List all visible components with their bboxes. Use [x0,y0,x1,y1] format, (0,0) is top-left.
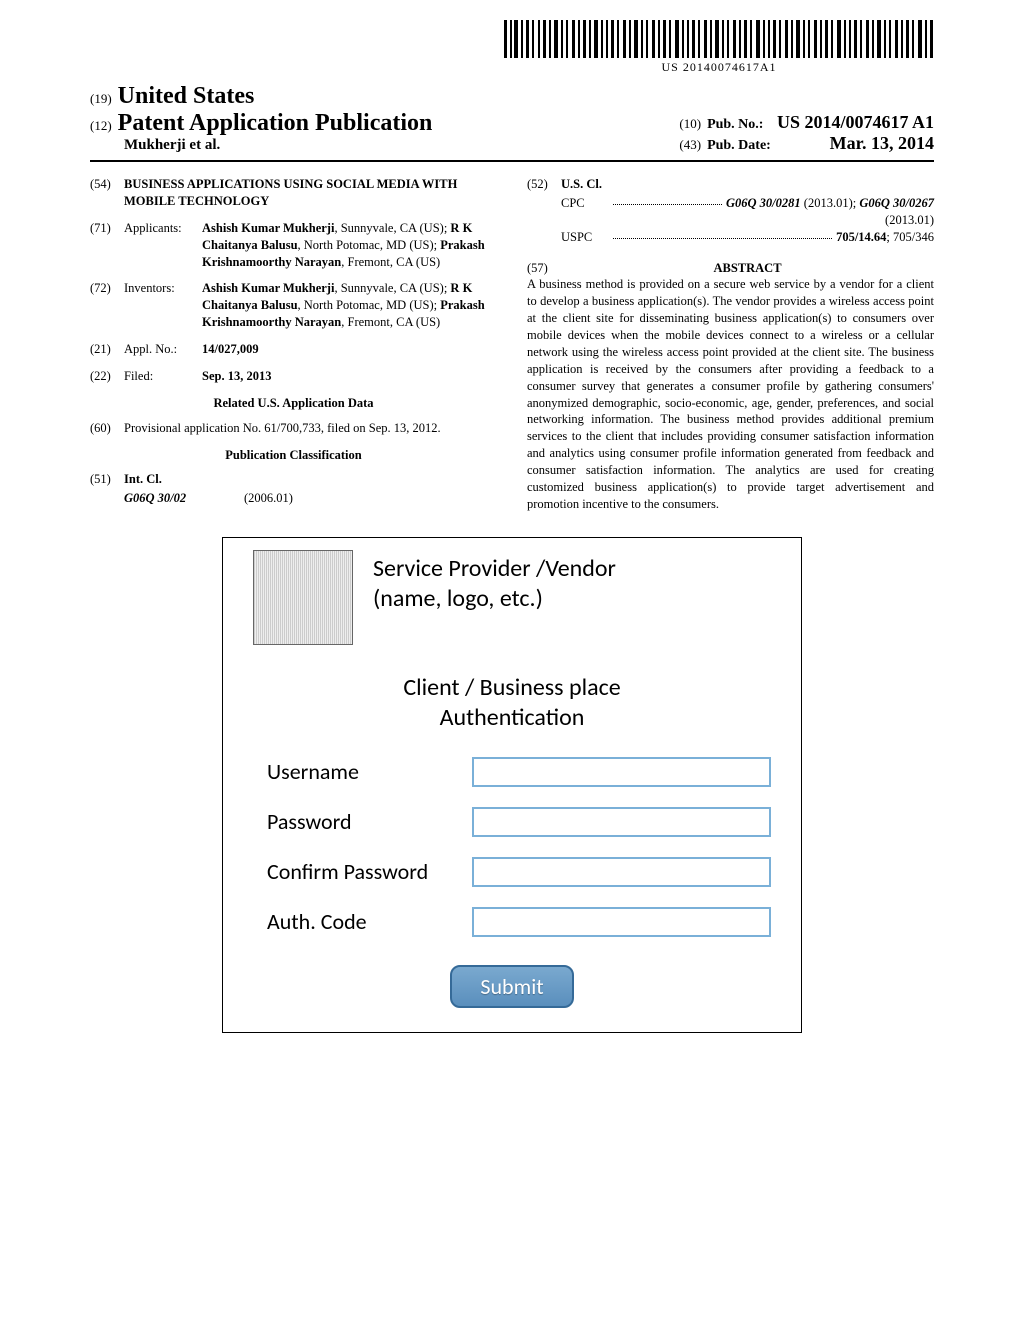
confirm-row: Confirm Password [253,857,771,887]
provisional-field: (60) Provisional application No. 61/700,… [90,420,497,437]
barcode-svg [504,20,934,58]
country-code: (19) [90,91,112,106]
inventors-label: Inventors: [124,280,202,331]
uspc-val: 705/14.64; 705/346 [836,229,934,246]
inventors-value: Ashish Kumar Mukherji, Sunnyvale, CA (US… [202,280,497,331]
password-row: Password [253,807,771,837]
cpc-label: CPC [561,195,609,212]
cpc-val1: G06Q 30/0281 (2013.01); G06Q 30/0267 [726,195,934,212]
header-row: (19) United States (12) Patent Application… [90,83,934,162]
password-input[interactable] [472,807,771,837]
pub-no-line: (10) Pub. No.: US 2014/0074617 A1 [679,112,934,133]
dots-icon [613,195,722,205]
header-right: (10) Pub. No.: US 2014/0074617 A1 (43) Pub… [679,112,934,154]
intcl-code: (51) [90,471,124,488]
filed-code: (22) [90,368,124,385]
header-left: (19) United States (12) Patent Application… [90,83,432,154]
username-label: Username [267,758,472,785]
applicants-code: (71) [90,220,124,271]
abstract-head-row: (57) ABSTRACT [527,260,934,277]
appl-no-value: 14/027,009 [202,341,497,358]
applicants-field: (71) Applicants: Ashish Kumar Mukherji, … [90,220,497,271]
vendor-line1: Service Provider /Vendor [373,554,616,584]
confirm-label: Confirm Password [267,858,472,885]
pub-type-line: (12) Patent Application Publication [90,110,432,137]
provisional-value: Provisional application No. 61/700,733, … [124,420,497,437]
submit-row: Submit [253,965,771,1008]
intcl-label: Int. Cl. [124,471,497,488]
pub-class-head: Publication Classification [90,447,497,464]
vendor-logo-placeholder [253,550,353,645]
cpc-date2: (2013.01) [527,212,934,229]
uscl-field: (52) U.S. Cl. [527,176,934,193]
vendor-text: Service Provider /Vendor (name, logo, et… [373,550,616,614]
submit-button[interactable]: Submit [450,965,573,1008]
auth-line2: Authentication [253,703,771,733]
figure-auth-form: Service Provider /Vendor (name, logo, et… [222,537,802,1033]
auth-line1: Client / Business place [253,673,771,703]
intcl-value: G06Q 30/02 [124,490,244,507]
password-label: Password [267,808,472,835]
pub-no-label: Pub. No.: [707,117,763,132]
right-column: (52) U.S. Cl. CPC G06Q 30/0281 (2013.01)… [527,176,934,513]
authors-line: Mukherji et al. [90,137,432,154]
pub-type: Patent Application Publication [118,110,433,136]
title-field: (54) BUSINESS APPLICATIONS USING SOCIAL … [90,176,497,210]
applicants-label: Applicants: [124,220,202,271]
username-input[interactable] [472,757,771,787]
inventors-field: (72) Inventors: Ashish Kumar Mukherji, S… [90,280,497,331]
abstract-body: A business method is provided on a secur… [527,276,934,512]
appl-no-label: Appl. No.: [124,341,202,358]
auth-title: Client / Business place Authentication [253,673,771,733]
authcode-label: Auth. Code [267,908,472,935]
barcode-text: US 20140074617A1 [504,60,934,75]
left-column: (54) BUSINESS APPLICATIONS USING SOCIAL … [90,176,497,513]
cpc-row1: CPC G06Q 30/0281 (2013.01); G06Q 30/0267 [527,195,934,212]
two-column-body: (54) BUSINESS APPLICATIONS USING SOCIAL … [90,176,934,513]
pub-date-label: Pub. Date: [707,138,771,153]
invention-title: BUSINESS APPLICATIONS USING SOCIAL MEDIA… [124,176,497,210]
intcl-date: (2006.01) [244,490,293,507]
dots-icon [613,229,832,239]
vendor-row: Service Provider /Vendor (name, logo, et… [253,550,771,645]
barcode: US 20140074617A1 [504,20,934,75]
filed-label: Filed: [124,368,202,385]
country-name: United States [118,83,255,109]
applicants-value: Ashish Kumar Mukherji, Sunnyvale, CA (US… [202,220,497,271]
inventors-code: (72) [90,280,124,331]
username-row: Username [253,757,771,787]
pub-type-code: (12) [90,118,112,133]
abstract-label: ABSTRACT [561,260,934,277]
intcl-row: G06Q 30/02 (2006.01) [90,490,497,507]
abstract-code: (57) [527,260,561,277]
authcode-row: Auth. Code [253,907,771,937]
confirm-password-input[interactable] [472,857,771,887]
country-line: (19) United States [90,83,432,110]
uscl-label: U.S. Cl. [561,176,934,193]
uspc-label: USPC [561,229,609,246]
pub-no-code: (10) [679,116,701,131]
authcode-input[interactable] [472,907,771,937]
appl-no-code: (21) [90,341,124,358]
vendor-line2: (name, logo, etc.) [373,584,616,614]
pub-date-line: (43) Pub. Date: Mar. 13, 2014 [679,133,934,154]
appl-no-field: (21) Appl. No.: 14/027,009 [90,341,497,358]
uscl-code: (52) [527,176,561,193]
uspc-row: USPC 705/14.64; 705/346 [527,229,934,246]
intcl-field: (51) Int. Cl. [90,471,497,488]
related-data-head: Related U.S. Application Data [90,395,497,412]
barcode-region: US 20140074617A1 [90,20,934,75]
pub-no: US 2014/0074617 A1 [777,112,934,132]
filed-value: Sep. 13, 2013 [202,368,497,385]
title-code: (54) [90,176,124,210]
filed-field: (22) Filed: Sep. 13, 2013 [90,368,497,385]
pub-date-code: (43) [679,137,701,152]
provisional-code: (60) [90,420,124,437]
pub-date: Mar. 13, 2014 [830,133,934,154]
